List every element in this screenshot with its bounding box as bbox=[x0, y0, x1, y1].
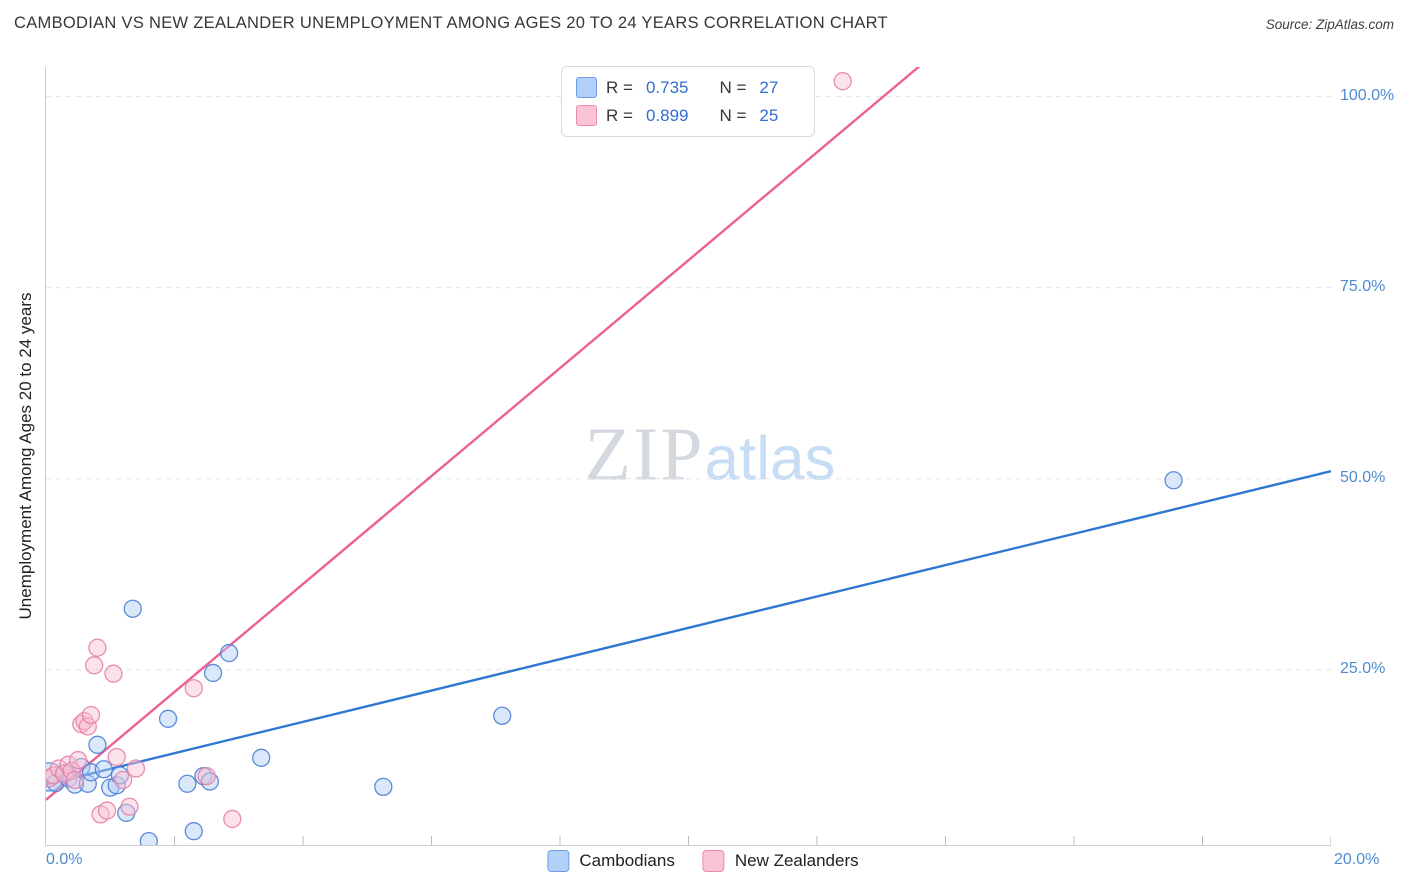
source-credit: Source: ZipAtlas.com bbox=[1265, 17, 1394, 32]
scatter-point-new-zealanders bbox=[88, 638, 107, 657]
n-value: 27 bbox=[759, 77, 779, 97]
scatter-point-cambodians bbox=[178, 774, 197, 793]
scatter-point-cambodians bbox=[200, 772, 219, 791]
y-tick-label-25: 25.0% bbox=[1340, 660, 1386, 677]
r-value: 0.899 bbox=[645, 105, 689, 125]
scatter-point-cambodians bbox=[94, 760, 113, 779]
scatter-point-new-zealanders bbox=[78, 717, 97, 736]
r-label: R = bbox=[606, 77, 633, 97]
scatter-point-new-zealanders bbox=[81, 705, 101, 725]
scatter-point-new-zealanders bbox=[223, 809, 242, 829]
y-tick-label-50: 50.0% bbox=[1340, 469, 1386, 486]
y-tick-label-100: 100.0% bbox=[1340, 87, 1395, 104]
trend-line-new-zealanders bbox=[46, 67, 921, 801]
legend-item-label: New Zealanders bbox=[734, 851, 859, 870]
scatter-point-cambodians bbox=[374, 777, 393, 796]
y-tick-label-75: 75.0% bbox=[1340, 278, 1386, 295]
n-label: N = bbox=[719, 105, 747, 125]
n-value: 25 bbox=[759, 105, 779, 125]
scatter-point-new-zealanders bbox=[120, 797, 139, 816]
correlation-legend: R = 0.735 N = 27 R = 0.899 N = 25 bbox=[561, 66, 815, 137]
x-axis-min-label: 0.0% bbox=[46, 851, 83, 868]
chart-title: CAMBODIAN VS NEW ZEALANDER UNEMPLOYMENT … bbox=[14, 14, 888, 32]
cambodians-swatch-icon bbox=[547, 850, 570, 872]
scatter-point-cambodians bbox=[493, 706, 512, 725]
r-label: R = bbox=[606, 105, 633, 125]
scatter-plot-svg bbox=[46, 67, 1331, 845]
scatter-point-new-zealanders bbox=[97, 801, 117, 820]
scatter-point-cambodians bbox=[203, 663, 223, 683]
legend-item-new-zealanders: New Zealanders bbox=[702, 850, 859, 872]
scatter-point-new-zealanders bbox=[126, 759, 146, 778]
legend-row-cambodians: R = 0.735 N = 27 bbox=[576, 77, 800, 98]
scatter-point-new-zealanders bbox=[833, 72, 852, 91]
scatter-point-cambodians bbox=[219, 643, 239, 663]
scatter-point-new-zealanders bbox=[197, 766, 216, 786]
legend-item-cambodians: Cambodians bbox=[547, 850, 675, 872]
scatter-point-new-zealanders bbox=[113, 770, 133, 790]
scatter-point-cambodians bbox=[65, 775, 85, 794]
scatter-point-new-zealanders bbox=[104, 664, 123, 683]
legend-row-new-zealanders: R = 0.899 N = 25 bbox=[576, 105, 800, 126]
x-axis-max-label: 20.0% bbox=[1334, 851, 1380, 868]
scatter-point-cambodians bbox=[252, 748, 271, 767]
n-label: N = bbox=[719, 77, 747, 97]
scatter-point-cambodians bbox=[88, 735, 107, 754]
y-axis-label: Unemployment Among Ages 20 to 24 years bbox=[16, 292, 35, 620]
scatter-point-cambodians bbox=[139, 831, 158, 845]
scatter-point-cambodians bbox=[184, 822, 203, 841]
new-zealanders-swatch-icon bbox=[702, 850, 725, 872]
scatter-point-new-zealanders bbox=[107, 747, 126, 767]
series-legend: Cambodians New Zealanders bbox=[547, 850, 859, 872]
scatter-point-new-zealanders bbox=[65, 770, 85, 790]
scatter-point-new-zealanders bbox=[68, 750, 88, 770]
scatter-point-cambodians bbox=[158, 709, 178, 728]
scatter-point-new-zealanders bbox=[85, 656, 104, 675]
cambodians-swatch-icon bbox=[576, 77, 597, 98]
plot-area bbox=[45, 67, 1331, 846]
legend-item-label: Cambodians bbox=[579, 851, 675, 870]
scatter-point-cambodians bbox=[123, 599, 142, 618]
scatter-point-new-zealanders bbox=[184, 679, 203, 698]
r-value: 0.735 bbox=[645, 77, 689, 97]
new-zealanders-swatch-icon bbox=[576, 105, 597, 126]
scatter-point-cambodians bbox=[1164, 471, 1183, 490]
trend-line-cambodians bbox=[46, 469, 1331, 786]
